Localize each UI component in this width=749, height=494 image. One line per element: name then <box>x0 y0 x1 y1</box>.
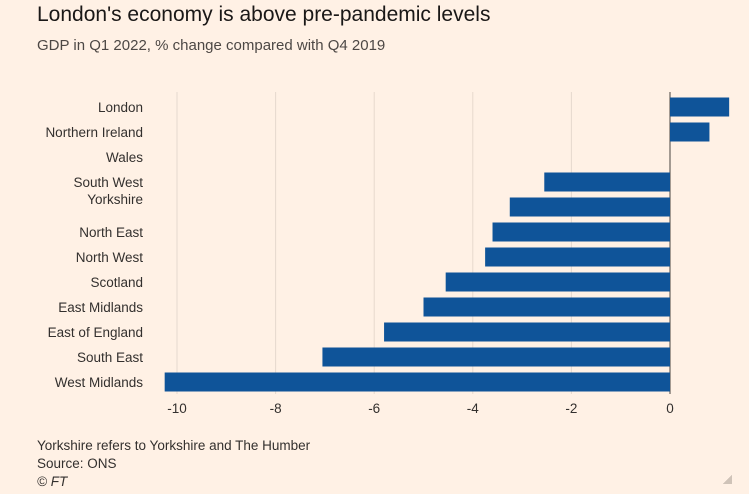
category-label: Yorkshire <box>87 192 143 207</box>
bar <box>492 222 670 242</box>
source-note: Source: ONS <box>37 456 117 471</box>
category-label: Scotland <box>90 275 143 290</box>
bar-chart: London Northern Ireland Wales South West Yor… <box>45 92 730 416</box>
category-label: West Midlands <box>55 375 144 390</box>
footnote: Yorkshire refers to Yorkshire and The Hu… <box>37 438 311 453</box>
category-label: East Midlands <box>58 300 143 315</box>
resize-handle-icon <box>723 475 732 484</box>
bar <box>384 322 670 342</box>
category-label: London <box>98 100 143 115</box>
category-label: Wales <box>106 150 143 165</box>
category-label: North West <box>76 250 144 265</box>
bar <box>164 372 671 392</box>
chart-title: London's economy is above pre-pandemic l… <box>37 3 491 26</box>
category-label: East of England <box>48 325 143 340</box>
x-tick-label: -2 <box>565 401 577 416</box>
category-label: North East <box>79 225 143 240</box>
chart-subtitle: GDP in Q1 2022, % change compared with Q… <box>37 37 386 54</box>
category-label: South East <box>77 350 143 365</box>
bar <box>509 197 670 217</box>
bar <box>322 347 670 367</box>
bar <box>670 97 730 117</box>
x-tick-label: -6 <box>368 401 380 416</box>
bar <box>445 272 670 292</box>
bar <box>485 247 670 267</box>
x-tick-label: -4 <box>467 401 479 416</box>
category-label: Northern Ireland <box>45 125 143 140</box>
bar <box>544 172 670 192</box>
bar <box>670 122 710 142</box>
x-tick-label: 0 <box>666 401 674 416</box>
bar <box>423 297 670 317</box>
x-tick-label: -8 <box>270 401 282 416</box>
x-tick-label: -10 <box>167 401 187 416</box>
copyright-note: © FT <box>37 474 68 489</box>
category-label: South West <box>73 175 143 190</box>
